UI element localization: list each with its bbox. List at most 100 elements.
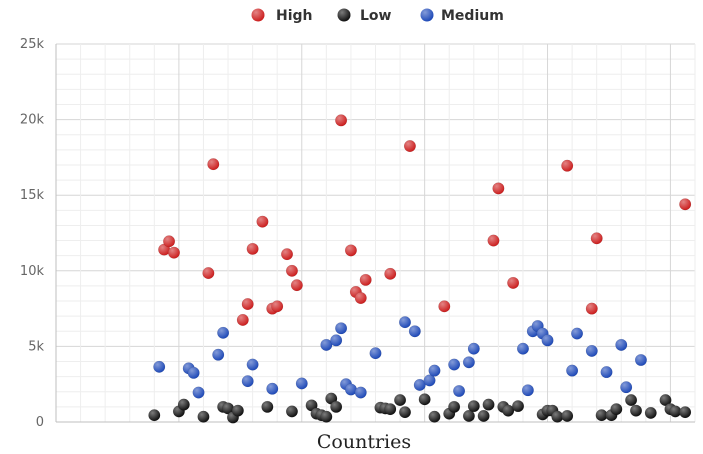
- legend-marker-high[interactable]: [251, 8, 265, 22]
- point-low[interactable]: [384, 403, 397, 416]
- point-medium[interactable]: [585, 344, 598, 357]
- point-medium[interactable]: [521, 384, 534, 397]
- point-low[interactable]: [629, 404, 643, 417]
- point-high[interactable]: [679, 198, 692, 211]
- point-medium[interactable]: [541, 334, 554, 347]
- y-tick-label: 0: [36, 415, 44, 430]
- point-high[interactable]: [236, 313, 249, 326]
- point-medium[interactable]: [634, 353, 647, 367]
- point-medium[interactable]: [295, 377, 308, 390]
- point-high[interactable]: [256, 215, 269, 228]
- point-medium[interactable]: [516, 342, 530, 355]
- point-medium[interactable]: [408, 325, 421, 338]
- legend-marker-low[interactable]: [337, 8, 351, 22]
- point-medium[interactable]: [398, 316, 412, 329]
- legend-label-medium[interactable]: Medium: [441, 8, 504, 24]
- legend-label-low[interactable]: Low: [360, 8, 392, 24]
- point-high[interactable]: [507, 276, 520, 289]
- point-low[interactable]: [561, 409, 574, 423]
- point-low[interactable]: [610, 403, 623, 416]
- point-medium[interactable]: [570, 327, 584, 340]
- point-low[interactable]: [477, 409, 490, 423]
- point-high[interactable]: [202, 267, 215, 280]
- y-tick-label: 10k: [20, 264, 45, 279]
- point-high[interactable]: [246, 242, 259, 255]
- data-points: [148, 114, 692, 424]
- point-medium[interactable]: [423, 374, 436, 387]
- point-low[interactable]: [394, 394, 407, 407]
- point-high[interactable]: [344, 244, 357, 257]
- point-medium[interactable]: [462, 356, 475, 369]
- point-low[interactable]: [330, 400, 343, 413]
- point-medium[interactable]: [428, 364, 441, 377]
- point-medium[interactable]: [320, 338, 333, 351]
- legend-label-high[interactable]: High: [276, 8, 313, 24]
- point-high[interactable]: [241, 298, 254, 311]
- point-high[interactable]: [167, 246, 181, 259]
- point-medium[interactable]: [187, 366, 200, 379]
- point-low[interactable]: [197, 410, 210, 423]
- point-low[interactable]: [659, 394, 672, 407]
- point-low[interactable]: [418, 393, 431, 406]
- point-high[interactable]: [438, 300, 451, 313]
- y-tick-label: 5k: [28, 339, 44, 354]
- point-low[interactable]: [320, 410, 333, 423]
- point-high[interactable]: [163, 235, 176, 248]
- point-medium[interactable]: [566, 364, 579, 377]
- point-high[interactable]: [585, 302, 598, 315]
- point-medium[interactable]: [600, 366, 613, 379]
- point-medium[interactable]: [467, 342, 480, 355]
- point-medium[interactable]: [266, 382, 279, 395]
- y-tick-label: 25k: [20, 37, 45, 52]
- point-high[interactable]: [590, 232, 603, 245]
- point-high[interactable]: [290, 279, 303, 292]
- grid: [55, 43, 696, 423]
- point-low[interactable]: [511, 400, 525, 413]
- point-high[interactable]: [280, 248, 294, 261]
- point-medium[interactable]: [335, 322, 348, 335]
- point-low[interactable]: [231, 404, 244, 417]
- point-high[interactable]: [354, 291, 367, 305]
- point-medium[interactable]: [354, 386, 367, 399]
- point-low[interactable]: [467, 400, 480, 413]
- point-low[interactable]: [502, 404, 515, 417]
- point-high[interactable]: [335, 114, 348, 127]
- point-medium[interactable]: [217, 326, 230, 339]
- point-medium[interactable]: [620, 381, 633, 394]
- point-high[interactable]: [561, 159, 574, 172]
- point-high[interactable]: [271, 300, 284, 313]
- y-tick-label: 20k: [20, 113, 45, 128]
- point-medium[interactable]: [413, 378, 426, 392]
- point-medium[interactable]: [369, 347, 382, 360]
- point-medium[interactable]: [615, 338, 628, 351]
- point-medium[interactable]: [246, 358, 259, 371]
- point-medium[interactable]: [453, 384, 466, 398]
- point-medium[interactable]: [212, 348, 225, 361]
- point-high[interactable]: [487, 234, 500, 247]
- point-low[interactable]: [679, 406, 692, 419]
- point-high[interactable]: [285, 264, 298, 277]
- point-medium[interactable]: [448, 358, 461, 371]
- y-tick-label: 15k: [20, 188, 45, 203]
- point-low[interactable]: [398, 406, 412, 419]
- point-medium[interactable]: [153, 360, 166, 373]
- point-high[interactable]: [207, 158, 220, 171]
- legend-marker-medium[interactable]: [420, 8, 434, 22]
- point-low[interactable]: [428, 410, 441, 423]
- point-medium[interactable]: [241, 375, 254, 388]
- point-low[interactable]: [644, 406, 657, 419]
- point-high[interactable]: [384, 267, 397, 280]
- point-low[interactable]: [261, 400, 274, 413]
- point-low[interactable]: [462, 409, 475, 423]
- point-high[interactable]: [359, 273, 372, 286]
- point-low[interactable]: [448, 400, 461, 413]
- point-low[interactable]: [177, 398, 190, 411]
- point-low[interactable]: [625, 394, 638, 407]
- point-high[interactable]: [403, 140, 416, 153]
- point-high[interactable]: [492, 182, 505, 195]
- point-low[interactable]: [148, 409, 161, 422]
- point-low[interactable]: [285, 405, 298, 418]
- point-medium[interactable]: [330, 334, 343, 347]
- point-low[interactable]: [482, 398, 495, 411]
- point-medium[interactable]: [192, 386, 205, 399]
